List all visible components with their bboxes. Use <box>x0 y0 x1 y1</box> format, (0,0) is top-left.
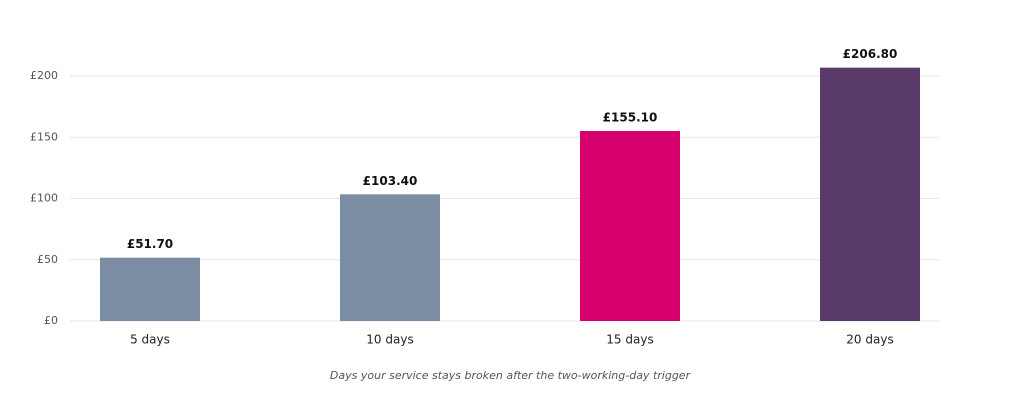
x-tick-label: 10 days <box>366 333 413 347</box>
y-tick-label: £200 <box>30 69 58 82</box>
bar <box>580 131 680 321</box>
y-tick-label: £0 <box>44 314 58 327</box>
y-tick-label: £150 <box>30 130 58 143</box>
value-label: £103.40 <box>363 174 418 188</box>
x-tick-label: 15 days <box>606 333 653 347</box>
y-tick-label: £50 <box>37 253 58 266</box>
x-axis-label: Days your service stays broken after the… <box>330 369 692 382</box>
value-label: £51.70 <box>127 237 173 251</box>
bar <box>100 257 200 321</box>
x-tick-label: 5 days <box>130 333 170 347</box>
bar <box>340 194 440 321</box>
x-tick-label: 20 days <box>846 333 893 347</box>
value-label: £206.80 <box>843 47 898 61</box>
bar <box>820 67 920 321</box>
y-tick-label: £100 <box>30 192 58 205</box>
value-label: £155.10 <box>603 111 658 125</box>
